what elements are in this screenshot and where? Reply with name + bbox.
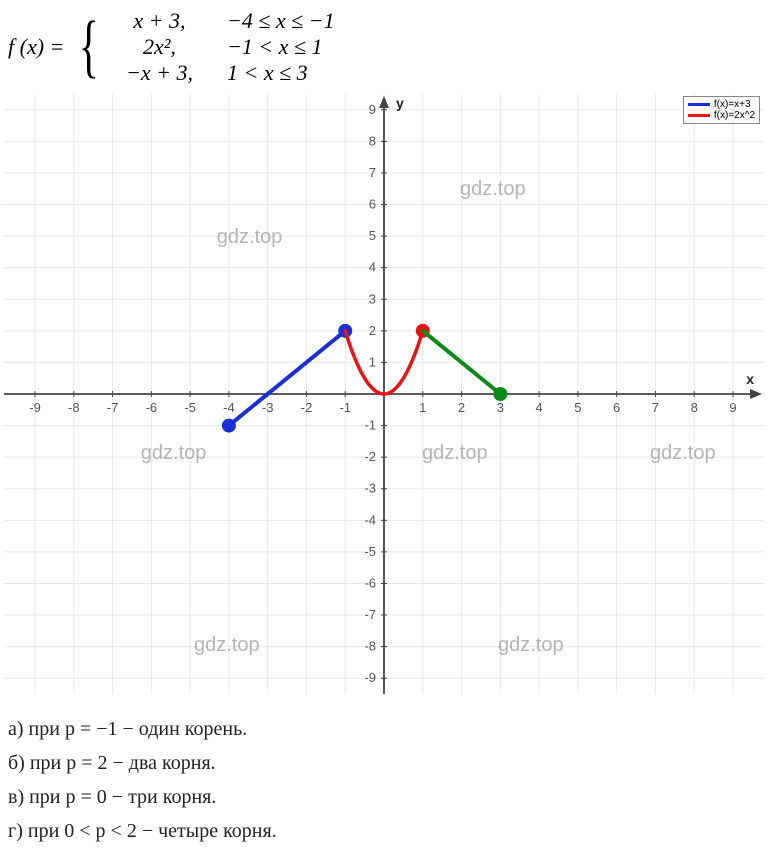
legend-item: f(x)=2x^2 (688, 110, 755, 121)
svg-text:4: 4 (369, 260, 376, 275)
svg-text:-1: -1 (364, 418, 376, 433)
svg-text:5: 5 (574, 400, 581, 415)
piece-row: x + 3, −4 ≤ x ≤ −1 (112, 8, 387, 34)
svg-text:-5: -5 (364, 544, 376, 559)
answer-row: г) при 0 < p < 2 − четыре корня. (8, 814, 760, 848)
svg-text:-8: -8 (364, 639, 376, 654)
svg-text:9: 9 (729, 400, 736, 415)
legend-item: f(x)=x+3 (688, 99, 755, 110)
svg-text:-9: -9 (364, 670, 376, 685)
svg-text:4: 4 (535, 400, 542, 415)
answer-text: а) при p = −1 − один корень. (8, 712, 247, 746)
formula-pieces: x + 3, −4 ≤ x ≤ −1 2x², −1 < x ≤ 1 −x + … (112, 8, 387, 86)
piece-cond: −1 < x ≤ 1 (207, 34, 387, 60)
chart-svg: -9 -8 -7 -6 -5 -4 -3 -2 -1 1 2 3 4 5 6 7 8 9 -9 -8 -7 -6 -5 -4 -… (4, 94, 764, 694)
svg-text:y: y (396, 95, 404, 111)
answer-text: г) при 0 < p < 2 − четыре корня. (8, 814, 277, 848)
answer-row: в) при p = 0 − три корня. (8, 780, 760, 814)
piece-row: −x + 3, 1 < x ≤ 3 (112, 60, 387, 86)
piecewise-formula: f (x) = { x + 3, −4 ≤ x ≤ −1 2x², −1 < x… (0, 0, 768, 94)
svg-text:8: 8 (691, 400, 698, 415)
svg-text:-8: -8 (68, 400, 80, 415)
svg-text:6: 6 (613, 400, 620, 415)
svg-text:8: 8 (369, 133, 376, 148)
svg-text:2: 2 (458, 400, 465, 415)
svg-text:3: 3 (369, 291, 376, 306)
svg-text:-6: -6 (364, 575, 376, 590)
svg-text:1: 1 (419, 400, 426, 415)
piece-expr: x + 3, (112, 8, 207, 34)
svg-text:3: 3 (497, 400, 504, 415)
svg-text:7: 7 (652, 400, 659, 415)
page-root: f (x) = { x + 3, −4 ≤ x ≤ −1 2x², −1 < x… (0, 0, 768, 856)
svg-text:7: 7 (369, 165, 376, 180)
piece-expr: 2x², (112, 34, 207, 60)
svg-text:1: 1 (369, 354, 376, 369)
svg-text:9: 9 (369, 102, 376, 117)
legend-label: f(x)=x+3 (714, 99, 751, 110)
legend-label: f(x)=2x^2 (714, 110, 755, 121)
svg-text:-5: -5 (184, 400, 196, 415)
formula-lhs: f (x) = (8, 34, 64, 60)
piece-expr: −x + 3, (112, 60, 207, 86)
svg-text:-4: -4 (364, 512, 376, 527)
answer-row: б) при p = 2 − два корня. (8, 746, 760, 780)
legend: f(x)=x+3 f(x)=2x^2 (683, 96, 760, 124)
svg-text:-4: -4 (223, 400, 235, 415)
svg-text:-2: -2 (364, 449, 376, 464)
svg-text:x: x (746, 371, 754, 387)
svg-text:-9: -9 (29, 400, 41, 415)
legend-swatch (688, 103, 710, 106)
svg-text:5: 5 (369, 228, 376, 243)
brace-icon: { (79, 17, 99, 77)
svg-text:2: 2 (369, 323, 376, 338)
answers-block: а) при p = −1 − один корень. б) при p = … (0, 694, 768, 856)
svg-text:-1: -1 (339, 400, 351, 415)
answer-text: в) при p = 0 − три корня. (8, 780, 216, 814)
piece-row: 2x², −1 < x ≤ 1 (112, 34, 387, 60)
piece-cond: 1 < x ≤ 3 (207, 60, 387, 86)
svg-text:-3: -3 (262, 400, 274, 415)
svg-text:-3: -3 (364, 481, 376, 496)
chart-area: -9 -8 -7 -6 -5 -4 -3 -2 -1 1 2 3 4 5 6 7 8 9 -9 -8 -7 -6 -5 -4 -… (4, 94, 764, 694)
svg-text:-7: -7 (364, 607, 376, 622)
answer-text: б) при p = 2 − два корня. (8, 746, 216, 780)
piece-cond: −4 ≤ x ≤ −1 (207, 8, 387, 34)
answer-row: а) при p = −1 − один корень. (8, 712, 760, 746)
svg-text:-2: -2 (301, 400, 313, 415)
svg-text:-6: -6 (146, 400, 158, 415)
svg-text:-7: -7 (107, 400, 119, 415)
legend-swatch (688, 114, 710, 117)
svg-text:6: 6 (369, 197, 376, 212)
